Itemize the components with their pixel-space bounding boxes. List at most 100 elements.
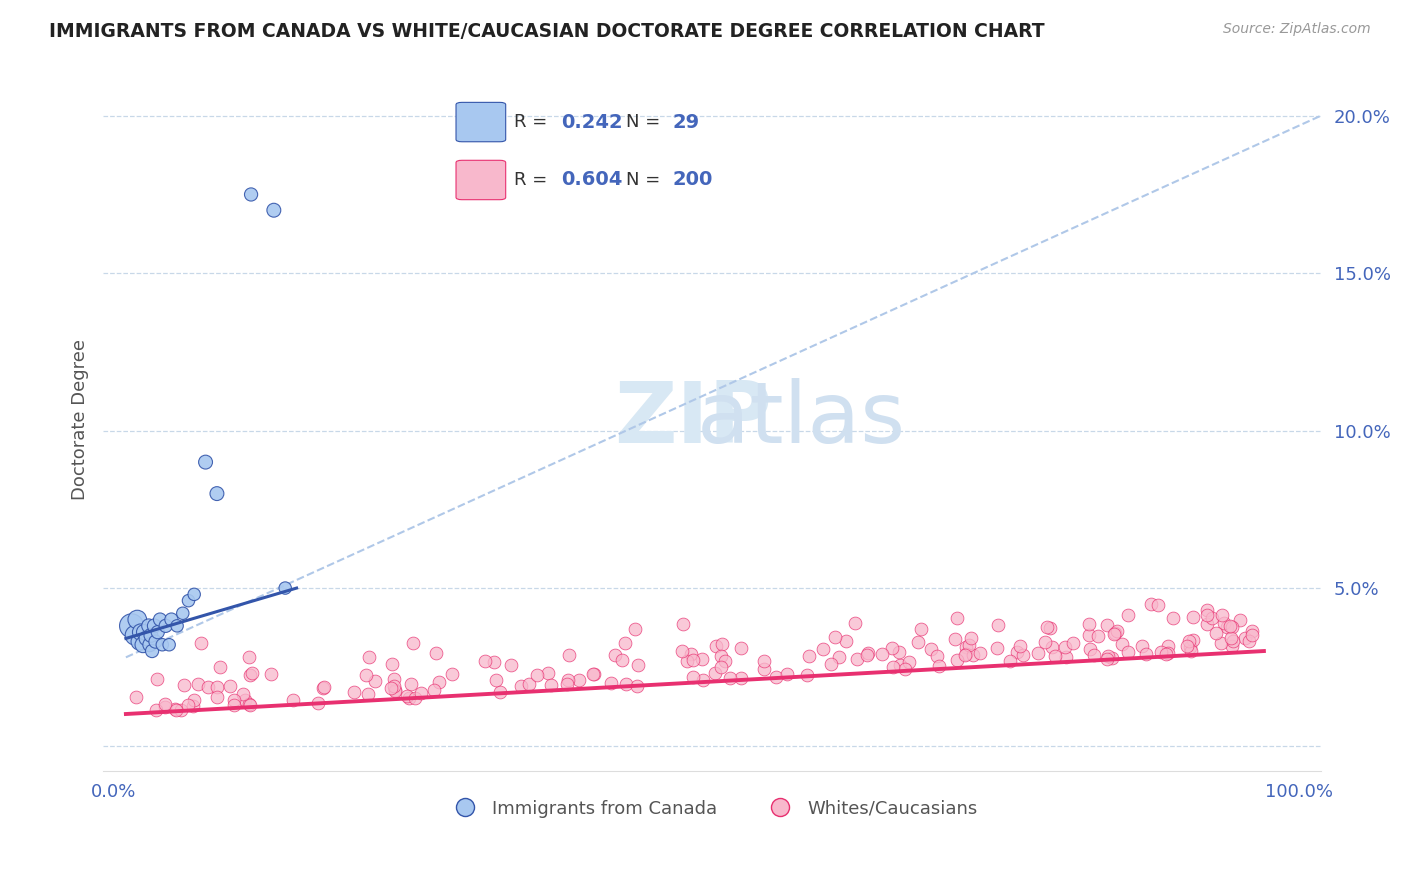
Point bbox=[1241, 628, 1264, 642]
Point bbox=[145, 634, 167, 648]
Point bbox=[889, 657, 911, 672]
Point bbox=[1097, 648, 1119, 663]
Point bbox=[1237, 634, 1260, 648]
Point bbox=[603, 648, 626, 662]
Point bbox=[824, 630, 846, 644]
Point bbox=[943, 632, 966, 646]
Point bbox=[703, 666, 725, 681]
Point bbox=[894, 662, 917, 676]
Point bbox=[1130, 639, 1153, 653]
Point bbox=[149, 613, 172, 627]
Point bbox=[690, 652, 713, 666]
Point bbox=[239, 668, 262, 682]
Point bbox=[969, 646, 991, 660]
Point bbox=[1095, 618, 1118, 632]
Point bbox=[139, 628, 162, 642]
Point bbox=[135, 632, 157, 646]
Point bbox=[208, 659, 231, 673]
Point bbox=[172, 607, 194, 621]
Point bbox=[155, 619, 177, 633]
Point bbox=[835, 633, 858, 648]
Point bbox=[238, 698, 260, 712]
Point bbox=[1195, 603, 1218, 617]
Point bbox=[233, 692, 256, 706]
Point bbox=[1212, 616, 1234, 631]
Point bbox=[676, 654, 699, 668]
Point bbox=[124, 628, 146, 642]
Point bbox=[183, 587, 205, 601]
Point bbox=[679, 647, 702, 661]
Point bbox=[920, 642, 942, 657]
Point bbox=[143, 619, 166, 633]
Point bbox=[776, 666, 799, 681]
Point bbox=[710, 648, 733, 663]
Point bbox=[363, 674, 385, 689]
Point bbox=[238, 698, 260, 713]
Point bbox=[910, 622, 932, 636]
Point bbox=[181, 699, 204, 714]
Point bbox=[1220, 639, 1243, 653]
Point bbox=[730, 671, 752, 685]
Point bbox=[537, 666, 560, 681]
Point bbox=[955, 640, 977, 654]
Point bbox=[1175, 640, 1198, 654]
Text: 0.0%: 0.0% bbox=[91, 783, 136, 801]
Point bbox=[1220, 631, 1243, 645]
Point bbox=[540, 678, 562, 692]
Point bbox=[312, 680, 335, 694]
Point bbox=[568, 673, 591, 688]
Point bbox=[898, 655, 921, 669]
Point bbox=[1157, 640, 1180, 654]
Point bbox=[671, 643, 693, 657]
Point bbox=[482, 655, 505, 669]
Point bbox=[170, 703, 193, 717]
Point bbox=[474, 654, 496, 668]
Point bbox=[1116, 607, 1139, 622]
Point bbox=[856, 648, 879, 662]
Point bbox=[354, 668, 377, 682]
Point bbox=[176, 698, 198, 713]
Point bbox=[671, 617, 693, 632]
Point bbox=[1062, 636, 1084, 650]
Point bbox=[357, 649, 380, 664]
Point bbox=[1087, 630, 1109, 644]
Point bbox=[307, 696, 329, 710]
Point bbox=[599, 676, 621, 690]
Point bbox=[1205, 626, 1227, 640]
Point bbox=[157, 638, 180, 652]
Point bbox=[925, 648, 948, 663]
Text: IMMIGRANTS FROM CANADA VS WHITE/CAUCASIAN DOCTORATE DEGREE CORRELATION CHART: IMMIGRANTS FROM CANADA VS WHITE/CAUCASIA… bbox=[49, 22, 1045, 41]
Point bbox=[1219, 619, 1241, 633]
Point bbox=[153, 697, 176, 711]
Point bbox=[624, 623, 647, 637]
Point bbox=[240, 187, 263, 202]
Point bbox=[384, 684, 406, 698]
Point bbox=[907, 635, 929, 649]
Point bbox=[160, 613, 183, 627]
Point bbox=[138, 619, 160, 633]
Point bbox=[626, 679, 648, 693]
Point bbox=[1150, 645, 1173, 659]
Point bbox=[610, 653, 633, 667]
Point bbox=[953, 648, 976, 662]
Point bbox=[1233, 631, 1256, 645]
Point bbox=[1211, 608, 1233, 623]
Point bbox=[820, 657, 842, 671]
Point bbox=[557, 673, 579, 687]
Point bbox=[856, 646, 879, 660]
Point bbox=[959, 631, 981, 645]
Point bbox=[1118, 645, 1140, 659]
Point bbox=[165, 703, 187, 717]
Point bbox=[1077, 628, 1099, 642]
Point bbox=[395, 690, 418, 704]
Point bbox=[582, 667, 605, 681]
Point bbox=[274, 581, 297, 595]
Point bbox=[342, 685, 364, 699]
Point bbox=[955, 648, 977, 662]
Point bbox=[121, 619, 143, 633]
Point bbox=[312, 681, 335, 695]
Point bbox=[1000, 655, 1022, 669]
Point bbox=[222, 698, 245, 712]
Point bbox=[132, 625, 155, 640]
Y-axis label: Doctorate Degree: Doctorate Degree bbox=[72, 339, 89, 500]
